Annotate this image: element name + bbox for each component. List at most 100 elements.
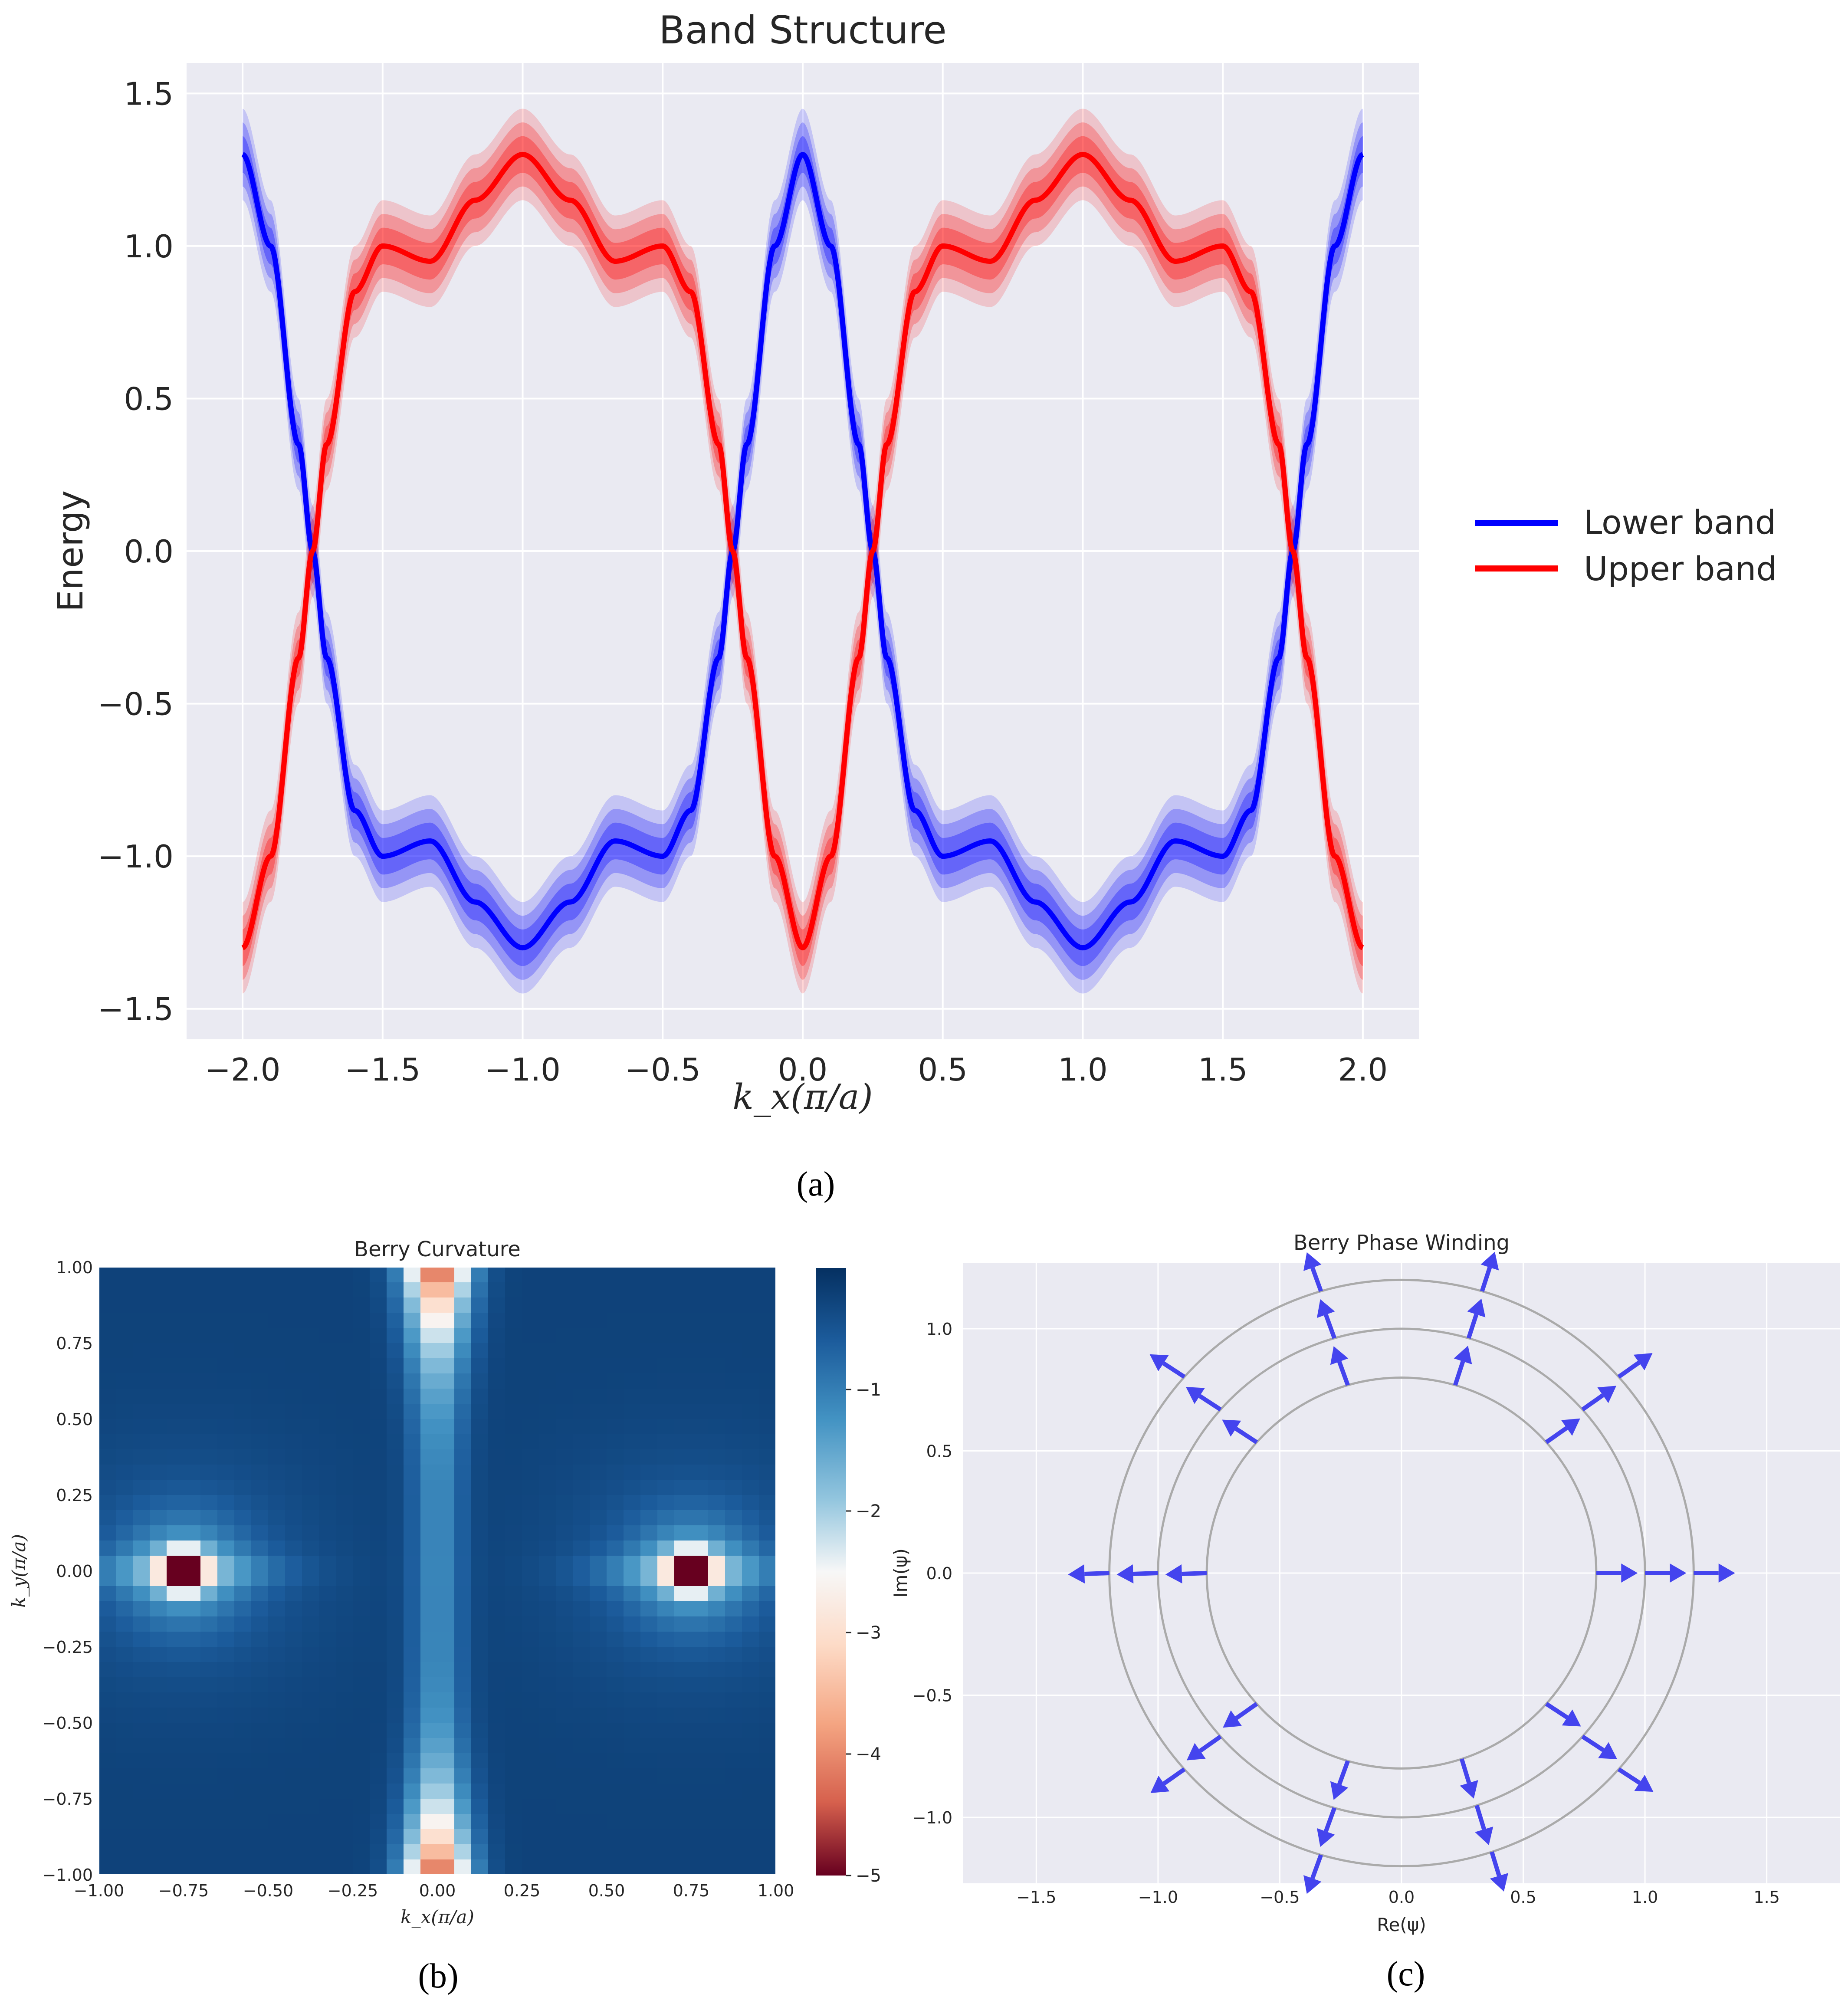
heatmap-cell [217,1419,235,1435]
winding-arrow-shaft [1490,1851,1501,1877]
heatmap-cell [607,1267,624,1283]
heatmap-cell [505,1358,522,1374]
colorbar-tick-label: −4 [856,1744,881,1764]
heatmap-cell [488,1556,505,1571]
heatmap-cell [590,1768,607,1784]
heatmap-cell [133,1586,150,1602]
heatmap-cell [251,1753,269,1769]
heatmap-cell [285,1677,302,1693]
winding-arrow-head [1634,1775,1654,1792]
heatmap-cell [133,1525,150,1541]
heatmap-cell [234,1328,252,1343]
heatmap-cell [759,1677,776,1693]
heatmap-cell [200,1480,218,1495]
heatmap-cell [200,1358,218,1374]
heatmap-cell [353,1768,370,1784]
heatmap-cell [640,1692,658,1708]
heatmap-cell [133,1510,150,1526]
heatmap-cell [268,1510,286,1526]
winding-arrow-shaft [1581,1734,1605,1752]
heatmap-cell [370,1282,387,1298]
heatmap-cell [488,1616,505,1632]
heatmap-cell [404,1480,421,1495]
heatmap-cell [268,1723,286,1738]
heatmap-cell [336,1738,353,1754]
heatmap-cell [742,1419,759,1435]
heatmap-cell [674,1571,692,1587]
heatmap-cell [742,1358,759,1374]
heatmap-cell [657,1495,675,1511]
heatmap-cell [708,1677,725,1693]
heatmap-cell [420,1480,438,1495]
plot-b-ylabel: k_y(π/a) [8,1534,30,1608]
winding-arrows [1068,1252,1735,1894]
heatmap-cell [336,1799,353,1814]
heatmap-cell [353,1556,370,1571]
plot-c-ytick-label: 1.0 [926,1320,952,1339]
heatmap-cell [759,1768,776,1784]
heatmap-cell [742,1313,759,1328]
heatmap-cell [624,1282,641,1298]
heatmap-cell [167,1723,184,1738]
heatmap-cell [488,1434,505,1450]
heatmap-cell [708,1434,725,1450]
heatmap-cell [454,1601,472,1617]
heatmap-cell [471,1313,489,1328]
heatmap-cell [640,1419,658,1435]
heatmap-cell [404,1738,421,1754]
heatmap-cell [505,1343,522,1359]
heatmap-cell [522,1616,539,1632]
plot-c-xtick-label: −1.5 [1016,1888,1056,1907]
heatmap-cell [708,1844,725,1860]
heatmap-cell [268,1829,286,1845]
heatmap-cell [454,1647,472,1662]
heatmap-cell [387,1328,404,1343]
heatmap-cell [133,1814,150,1830]
heatmap-cell [404,1495,421,1511]
heatmap-cell [522,1844,539,1860]
heatmap-cell [471,1434,489,1450]
heatmap-cell [454,1495,472,1511]
heatmap-cell [759,1859,776,1875]
heatmap-cell [133,1723,150,1738]
heatmap-cell [251,1723,269,1738]
plot-b-ytick-label: 0.00 [56,1562,93,1581]
heatmap-cell [234,1784,252,1799]
heatmap-cell [184,1692,201,1708]
heatmap-cell [150,1677,167,1693]
heatmap-cell [133,1480,150,1495]
heatmap-cell [624,1768,641,1784]
heatmap-cell [336,1419,353,1435]
heatmap-cell [640,1753,658,1769]
heatmap-cell [708,1328,725,1343]
heatmap-cell [387,1601,404,1617]
winding-arrow-head [1670,1564,1687,1583]
heatmap-cell [725,1480,742,1495]
heatmap-cell [725,1525,742,1541]
heatmap-cell [607,1844,624,1860]
heatmap-cell [99,1389,116,1404]
heatmap-cell [674,1267,692,1283]
heatmap-cell [370,1844,387,1860]
heatmap-cell [184,1343,201,1359]
heatmap-cell [590,1510,607,1526]
heatmap-cell [539,1449,556,1465]
heatmap-cell [420,1601,438,1617]
heatmap-cell [573,1282,590,1298]
heatmap-cell [488,1495,505,1511]
heatmap-cell [217,1708,235,1723]
heatmap-cell [285,1844,302,1860]
heatmap-cell [353,1753,370,1769]
heatmap-cell [387,1586,404,1602]
heatmap-cell [590,1434,607,1450]
heatmap-cell [234,1419,252,1435]
heatmap-cell [488,1738,505,1754]
heatmap-cell [590,1723,607,1738]
heatmap-cell [99,1358,116,1374]
plot-b-ytick-label: 1.00 [56,1258,93,1277]
heatmap-cell [251,1784,269,1799]
heatmap-cell [336,1556,353,1571]
heatmap-cell [268,1586,286,1602]
heatmap-cell [184,1844,201,1860]
heatmap-cell [708,1449,725,1465]
